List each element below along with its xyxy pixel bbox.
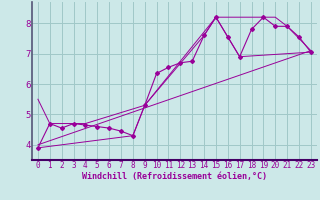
X-axis label: Windchill (Refroidissement éolien,°C): Windchill (Refroidissement éolien,°C) xyxy=(82,172,267,181)
